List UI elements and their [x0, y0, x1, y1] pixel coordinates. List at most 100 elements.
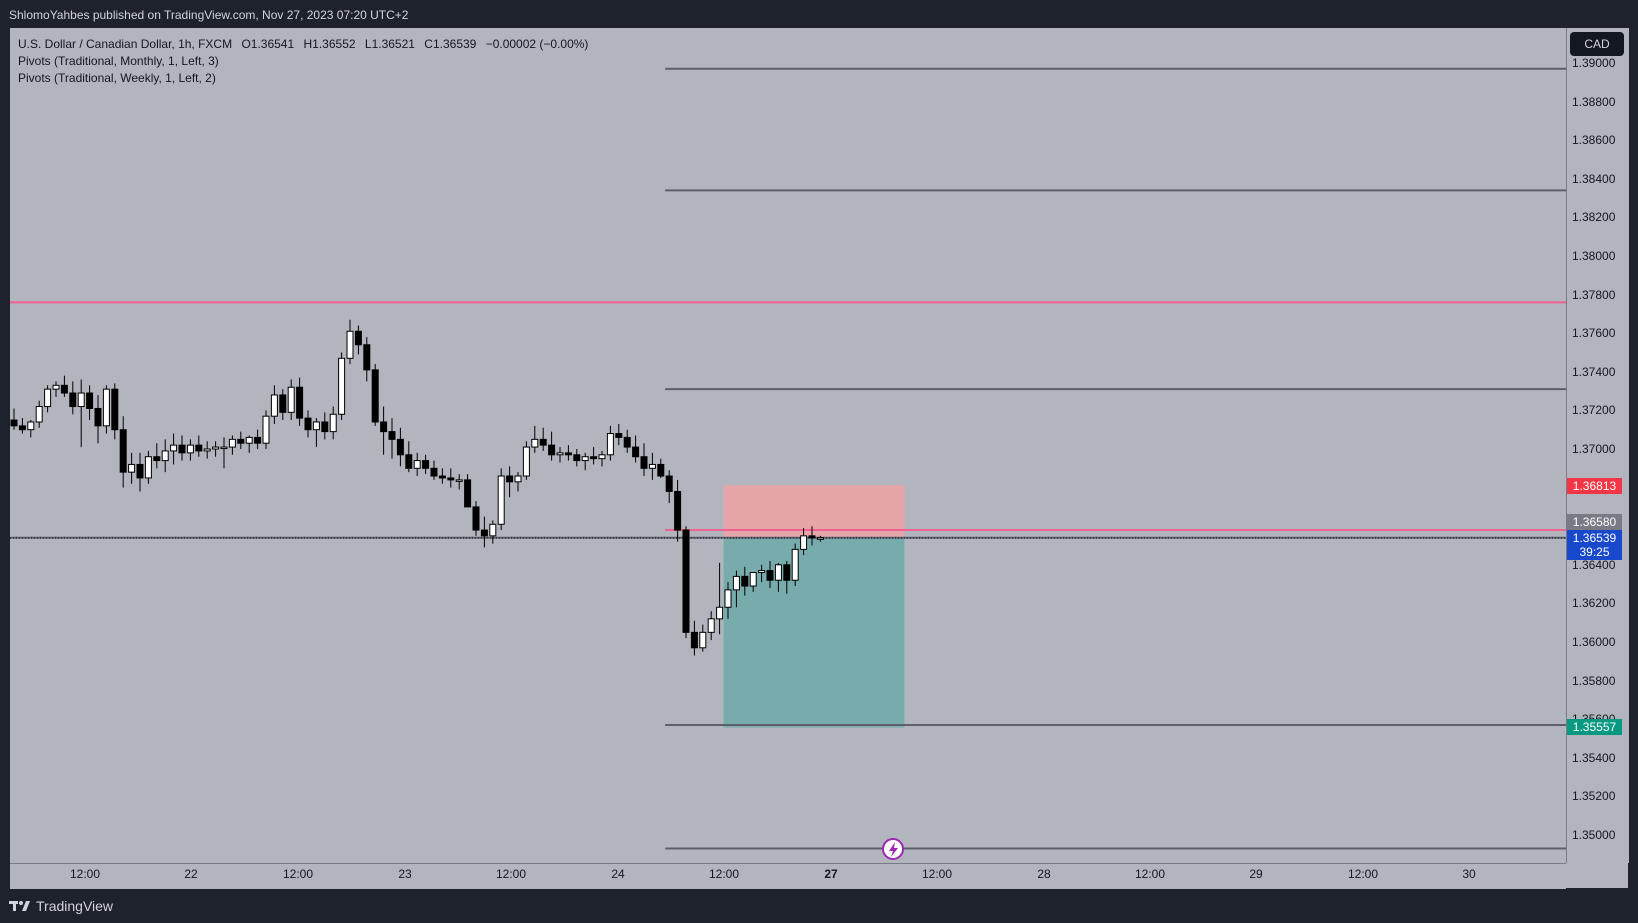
last-price-value: 1.36539 [1572, 531, 1617, 545]
candle-body [573, 454, 581, 462]
candle-body [472, 506, 480, 531]
symbol-name: U.S. Dollar / Canadian Dollar, 1h, FXCM [18, 37, 233, 51]
candle-body [279, 394, 287, 413]
candle-body [170, 444, 178, 452]
candle-body [102, 388, 110, 427]
time-tick-label: 22 [184, 867, 198, 881]
price-tick-label: 1.35400 [1572, 750, 1616, 765]
time-tick-label: 12:00 [1134, 867, 1166, 881]
close-value: C1.36539 [424, 37, 477, 51]
candle-body [296, 386, 304, 419]
time-axis[interactable] [10, 863, 1566, 889]
publisher-bar: ShlomoYahbes published on TradingView.co… [0, 0, 1638, 28]
time-tick-label: 24 [611, 867, 625, 881]
time-tick-label: 30 [1462, 867, 1476, 881]
candle-body [648, 463, 656, 469]
candle-body [35, 406, 43, 423]
candle-body [699, 631, 707, 649]
candle-body [506, 475, 514, 483]
bar-countdown: 39:25 [1579, 545, 1610, 559]
currency-button[interactable]: CAD [1570, 32, 1624, 56]
candle-body [422, 460, 430, 469]
price-tick-label: 1.36400 [1572, 557, 1616, 572]
candle-body [388, 431, 396, 440]
indicator-weekly-pivots[interactable]: Pivots (Traditional, Weekly, 1, Left, 2) [18, 71, 216, 85]
candle-body [464, 479, 472, 508]
candle-body [774, 564, 782, 581]
candle-body [60, 384, 68, 394]
price-tick-label: 1.39000 [1572, 56, 1616, 70]
candle-body [44, 388, 52, 408]
candle-body [396, 438, 404, 456]
candle-body [329, 413, 337, 433]
time-tick-label: 28 [1037, 867, 1051, 881]
price-tick-label: 1.37800 [1572, 287, 1616, 302]
candle-body [304, 417, 312, 431]
candle-body [758, 570, 766, 574]
time-tick-label: 27 [824, 867, 838, 881]
high-value: H1.36552 [303, 37, 356, 51]
candle-body [245, 436, 253, 444]
candle-body [707, 618, 715, 633]
symbol-legend-line[interactable]: U.S. Dollar / Canadian Dollar, 1h, FXCM … [18, 36, 588, 53]
stop-price-badge: 1.36813 [1567, 478, 1622, 494]
chart-legend: U.S. Dollar / Canadian Dollar, 1h, FXCM … [18, 36, 588, 87]
time-tick-label: 12:00 [1347, 867, 1379, 881]
tradingview-brand-text: TradingView [36, 898, 114, 914]
time-tick-label: 29 [1249, 867, 1263, 881]
chart-pane[interactable] [10, 28, 1628, 888]
candle-body [816, 537, 824, 540]
candle-body [632, 446, 640, 458]
last-price-badge: 1.36539 39:25 [1567, 530, 1622, 560]
target-price-badge: 1.35557 [1567, 719, 1622, 735]
candle-body [514, 475, 522, 483]
candle-body [590, 456, 598, 460]
candle-body [556, 452, 564, 456]
candle-body [270, 394, 278, 417]
footer-bar: TradingView [0, 888, 1638, 923]
tradingview-logo[interactable]: TradingView [9, 898, 113, 914]
candle-body [455, 479, 463, 482]
time-tick-label: 12:00 [708, 867, 740, 881]
candle-body [665, 475, 673, 492]
candle-body [346, 330, 354, 359]
candle-body [531, 438, 539, 448]
candle-body [732, 575, 740, 591]
candle-body [380, 421, 388, 433]
low-value: L1.36521 [364, 37, 415, 51]
candle-body [77, 392, 85, 408]
pivot-price-badge: 1.36580 [1567, 514, 1622, 530]
candle-body [690, 631, 698, 649]
candle-body [52, 384, 60, 390]
candle-body [783, 564, 791, 581]
candle-body [128, 463, 136, 473]
candle-body [724, 589, 732, 608]
price-tick-label: 1.38800 [1572, 94, 1616, 109]
price-tick-label: 1.35200 [1572, 789, 1616, 804]
candle-body [430, 467, 438, 477]
candle-body [657, 463, 665, 477]
candle-body [161, 450, 169, 462]
candle-body [405, 454, 413, 469]
candle-body [497, 475, 505, 525]
candle-body [581, 456, 589, 462]
price-tick-label: 1.35000 [1572, 828, 1616, 842]
candle-body [371, 369, 379, 423]
candle-body [716, 606, 724, 620]
candle-body [18, 425, 26, 431]
price-tick-label: 1.37000 [1572, 442, 1616, 456]
candle-body [86, 392, 94, 409]
candle-body [153, 456, 161, 462]
price-tick-label: 1.38200 [1572, 210, 1616, 225]
candle-body [808, 535, 816, 539]
candle-body [791, 548, 799, 581]
candle-body [228, 438, 236, 448]
candle-body [178, 444, 186, 454]
candle-body [480, 529, 488, 537]
indicator-monthly-pivots[interactable]: Pivots (Traditional, Monthly, 1, Left, 3… [18, 54, 219, 68]
candle-body [69, 392, 77, 408]
price-tick-label: 1.35800 [1572, 673, 1616, 688]
candle-body [262, 415, 270, 444]
candle-body [354, 330, 362, 346]
candle-body [438, 475, 446, 479]
